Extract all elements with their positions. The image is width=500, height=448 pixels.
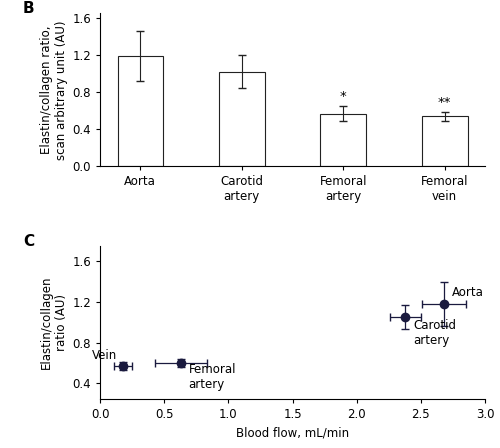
Y-axis label: Elastin/collagen ratio,
scan arbitrary unit (AU): Elastin/collagen ratio, scan arbitrary u… <box>40 20 68 159</box>
Bar <box>219 72 264 166</box>
Text: *: * <box>340 90 346 103</box>
Text: Femoral
artery: Femoral artery <box>188 363 236 391</box>
Text: C: C <box>23 233 34 249</box>
Bar <box>422 116 468 166</box>
Text: B: B <box>23 1 34 16</box>
Y-axis label: Elastin/collagen
ratio (AU): Elastin/collagen ratio (AU) <box>40 276 68 369</box>
Bar <box>118 56 163 166</box>
X-axis label: Blood flow, mL/min: Blood flow, mL/min <box>236 426 349 439</box>
Text: Aorta: Aorta <box>452 286 484 299</box>
Text: Vein: Vein <box>92 349 116 362</box>
Text: Carotid
artery: Carotid artery <box>413 319 456 348</box>
Text: **: ** <box>438 96 452 109</box>
Bar <box>320 113 366 166</box>
